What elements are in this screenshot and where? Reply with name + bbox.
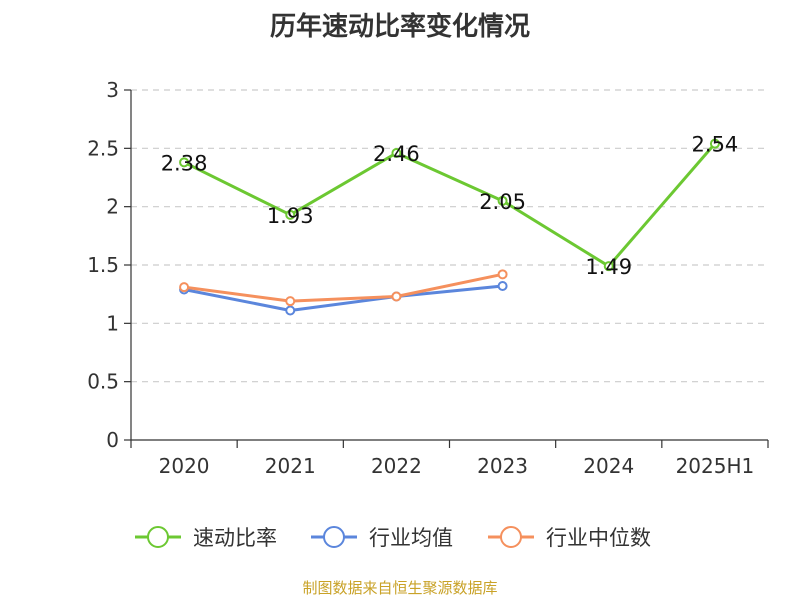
legend-swatch-marker bbox=[147, 526, 169, 548]
x-tick-label: 2020 bbox=[159, 454, 210, 478]
x-tick-label: 2021 bbox=[265, 454, 316, 478]
series-line-0 bbox=[183, 142, 717, 268]
source-note: 制图数据来自恒生聚源数据库 bbox=[302, 579, 498, 597]
chart-title: 历年速动比率变化情况 bbox=[269, 12, 530, 42]
legend-label: 行业均值 bbox=[369, 526, 453, 550]
x-tick-label: 2022 bbox=[371, 454, 422, 478]
data-label: 1.93 bbox=[267, 204, 314, 228]
data-point bbox=[603, 261, 614, 272]
x-tick-label: 2023 bbox=[477, 454, 528, 478]
data-label: 2.05 bbox=[479, 190, 526, 214]
series-line-2 bbox=[183, 272, 503, 303]
data-point bbox=[497, 269, 508, 280]
data-label: 1.49 bbox=[585, 255, 632, 279]
data-label: 2.54 bbox=[692, 133, 739, 157]
data-point bbox=[391, 291, 402, 302]
data-point bbox=[497, 281, 508, 291]
y-tick-label: 1 bbox=[106, 311, 119, 335]
y-tick-label: 1.5 bbox=[87, 253, 119, 277]
series-line-1 bbox=[183, 284, 503, 312]
data-point bbox=[285, 296, 296, 307]
data-point bbox=[179, 157, 190, 168]
data-point bbox=[497, 195, 508, 206]
x-tick-label: 2024 bbox=[583, 454, 634, 478]
data-label: 2.38 bbox=[161, 151, 208, 175]
data-label: 2.46 bbox=[373, 142, 420, 166]
legend-swatch-marker bbox=[500, 526, 522, 548]
y-tick-label: 3 bbox=[106, 78, 119, 102]
y-tick-label: 2.5 bbox=[87, 136, 119, 160]
y-tick-label: 0.5 bbox=[87, 370, 119, 394]
data-point bbox=[391, 148, 402, 158]
data-point bbox=[285, 305, 296, 316]
x-tick-label: 2025H1 bbox=[676, 454, 755, 478]
data-point bbox=[179, 282, 190, 293]
legend-label: 行业中位数 bbox=[546, 526, 651, 550]
legend-swatch-marker bbox=[323, 526, 345, 548]
y-tick-label: 0 bbox=[106, 428, 119, 452]
legend-label: 速动比率 bbox=[193, 526, 277, 550]
data-point bbox=[285, 209, 296, 220]
y-tick-label: 2 bbox=[106, 195, 119, 219]
data-point bbox=[709, 138, 720, 149]
